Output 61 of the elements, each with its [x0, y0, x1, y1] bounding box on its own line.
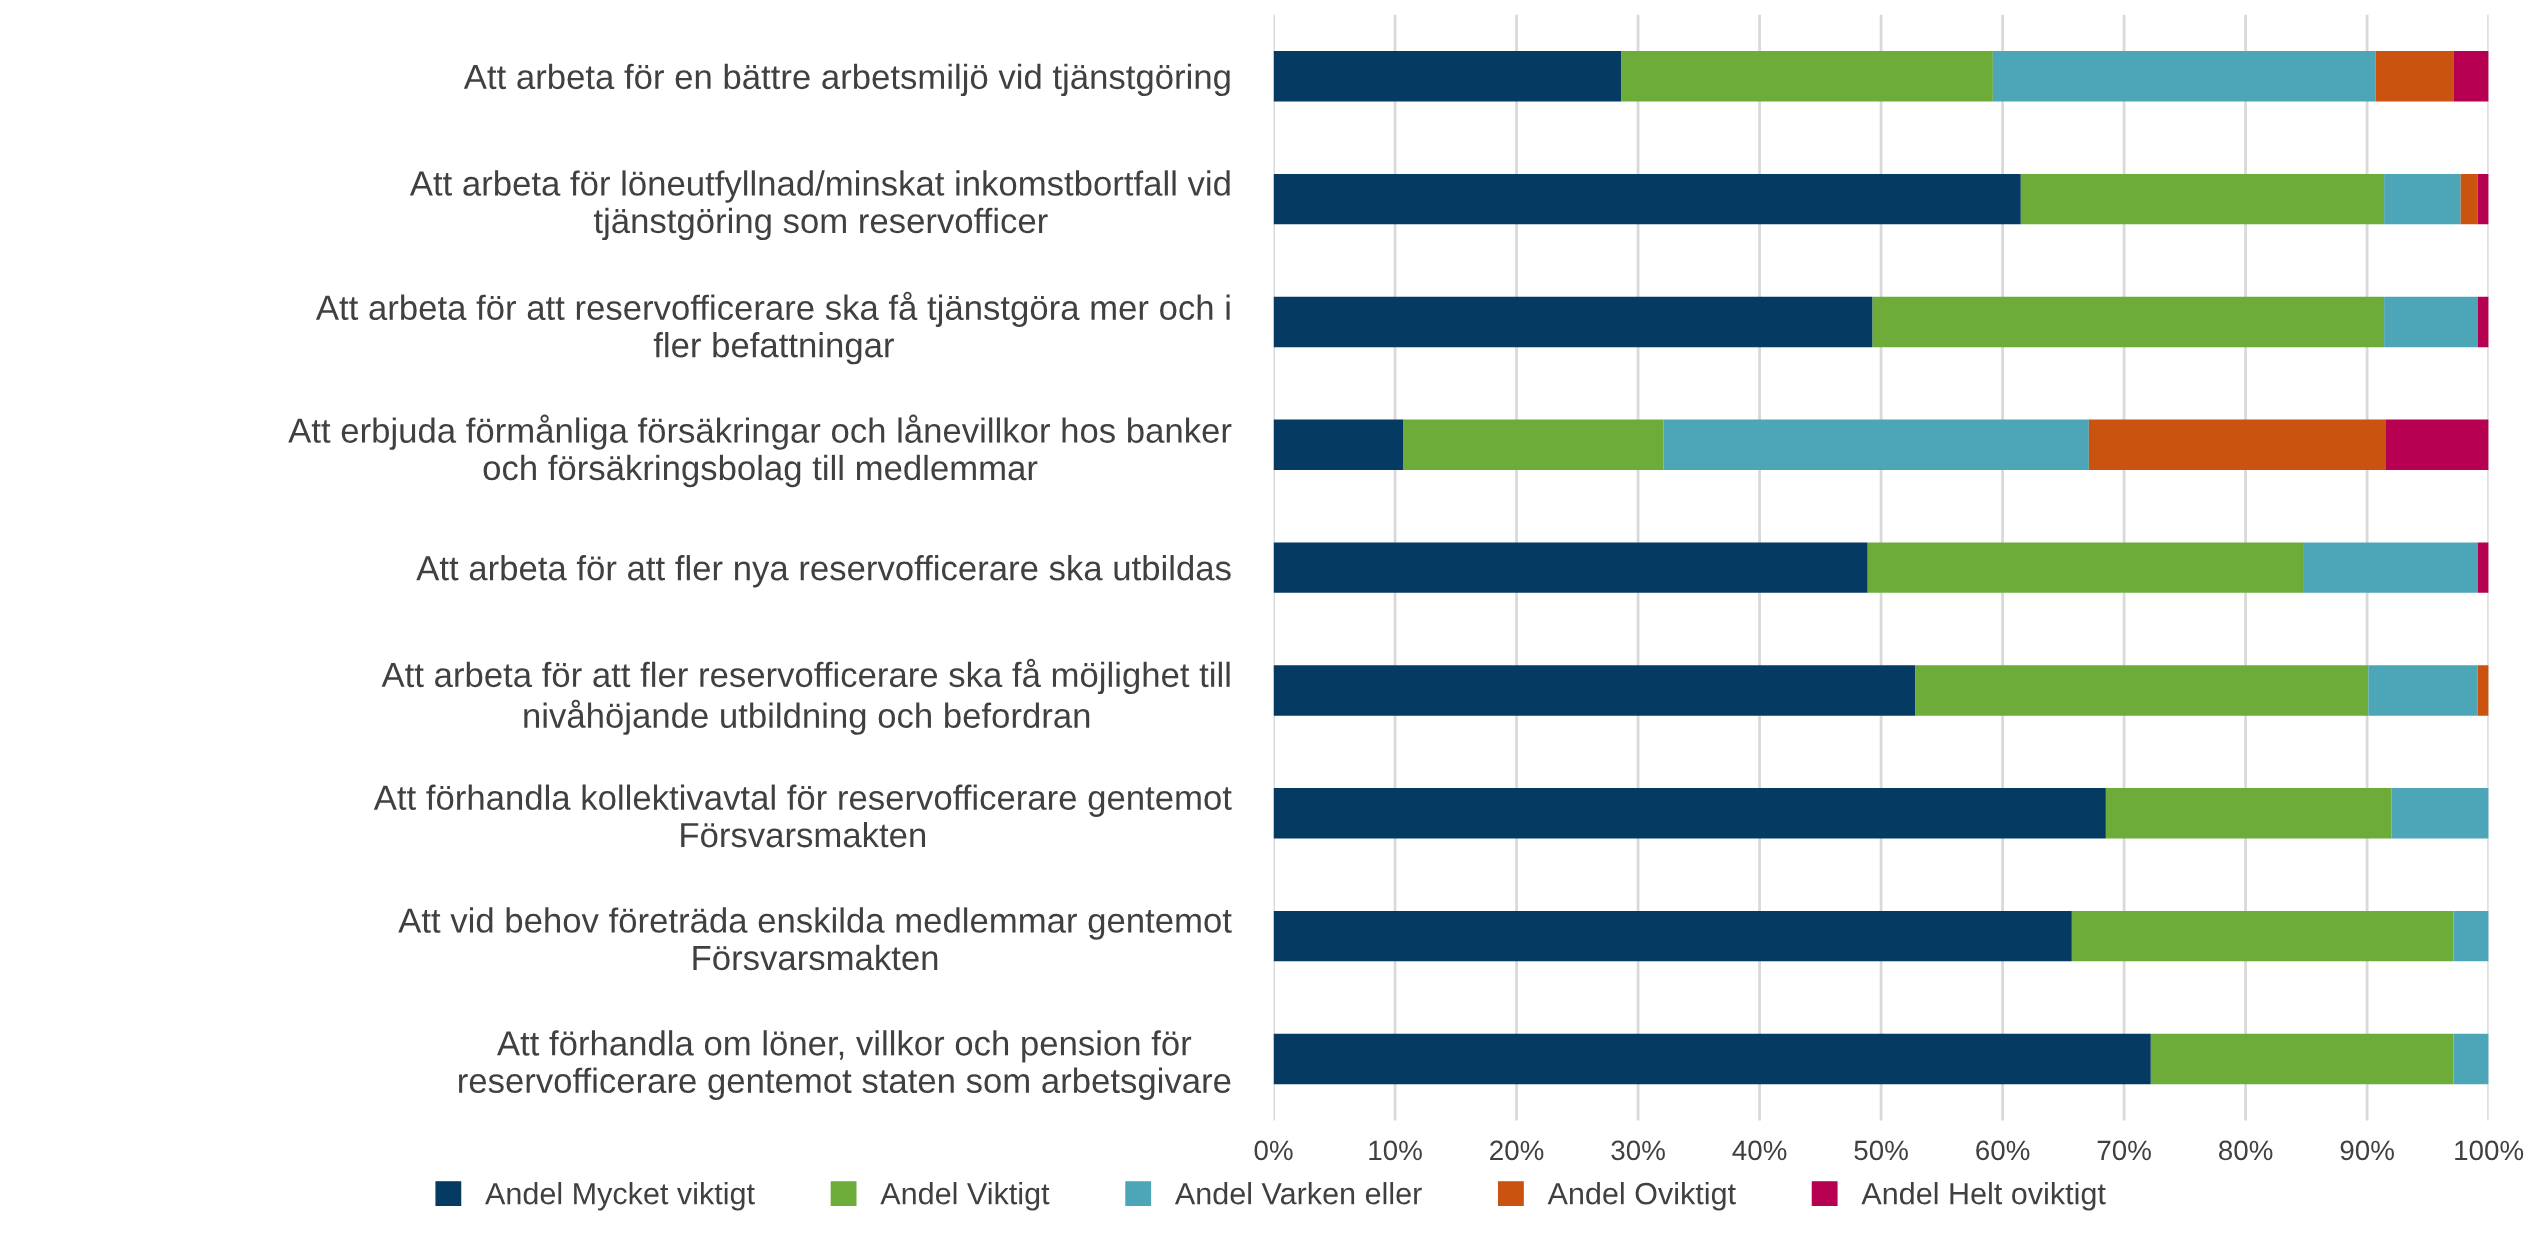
bar	[2105, 788, 2392, 839]
bar	[2150, 1033, 2454, 1085]
bar	[2384, 296, 2478, 348]
bar	[2477, 542, 2489, 593]
y-tick-label: Att vid behov företräda enskilda medlemmar gentemot Försvarsmakten	[398, 907, 1232, 971]
y-tick-label: Att arbeta för att fler nya reservofficerare ska utbildas	[416, 555, 1231, 588]
bar	[1867, 542, 2304, 593]
bar	[1273, 910, 2072, 962]
y-tick-label: Att arbeta för att reservofficerare ska få tjänstgöra mer och i fler befattningar	[315, 291, 1230, 365]
x-tick-label: 10%	[1369, 1140, 1422, 1161]
legend-label: Andel Viktigt	[880, 1182, 1050, 1211]
bar	[2453, 1033, 2489, 1085]
bar	[2453, 910, 2489, 962]
y-tick-label: Att förhandla kollektivavtal för reservofficerare gentemot Försvarsmakten	[373, 784, 1232, 848]
bar	[2071, 910, 2454, 962]
bar	[2375, 51, 2454, 102]
bar	[1872, 296, 2385, 348]
legend-label: Andel Helt oviktigt	[1861, 1182, 2106, 1211]
y-tick-label: Att erbjuda förmånliga försäkringar och lånevillkor hos banker och försäkringsbolag till medlemmar	[288, 414, 1232, 488]
bar	[2088, 419, 2386, 470]
x-tick-label: 80%	[2219, 1140, 2273, 1161]
bar	[1273, 173, 2021, 225]
bar	[1403, 419, 1664, 470]
bar	[1273, 51, 1622, 102]
x-tick-label: 90%	[2340, 1140, 2394, 1161]
legend-label: Andel Oviktigt	[1547, 1182, 1736, 1211]
bar	[2477, 665, 2489, 716]
bar	[2368, 665, 2478, 716]
x-tick-label: 70%	[2097, 1140, 2151, 1161]
bar	[2384, 173, 2461, 225]
x-tick-label: 30%	[1611, 1140, 1665, 1161]
bar	[1273, 788, 2106, 839]
bar	[1273, 665, 1916, 716]
legend-label: Andel Varken eller	[1174, 1182, 1422, 1205]
bar	[1273, 419, 1404, 470]
x-tick-label: 100%	[2455, 1140, 2524, 1161]
bar	[2460, 173, 2478, 225]
legend-label: Andel Mycket viktigt	[485, 1182, 755, 1211]
bar	[2020, 173, 2385, 225]
bar	[2477, 296, 2489, 348]
bar	[2453, 51, 2489, 102]
x-tick-label: 20%	[1490, 1140, 1544, 1161]
x-tick-label: 50%	[1854, 1140, 1908, 1161]
bar	[1915, 665, 2369, 716]
y-tick-label: Att arbeta för löneutfyllnad/minskat inkomstbortfall vid tjänstgöring som reservofficer	[409, 170, 1230, 241]
y-tick-label: Att arbeta för en bättre arbetsmiljö vid tjänstgöring	[463, 63, 1230, 97]
bar	[2477, 173, 2489, 225]
bar	[1992, 51, 2376, 102]
bar	[1273, 296, 1873, 348]
y-tick-label: Att arbeta för att fler reservofficerare ska få möjlighet till nivåhöjande utbildning och befordran	[381, 658, 1230, 735]
x-tick-label: 60%	[1976, 1140, 2030, 1161]
bar	[1273, 1033, 2151, 1085]
x-tick-label: 40%	[1732, 1140, 1787, 1161]
x-tick-label: 0%	[1254, 1140, 1293, 1161]
bar	[1663, 419, 2089, 470]
bar	[1273, 542, 1868, 593]
bar	[2303, 542, 2478, 593]
bar	[1621, 51, 1993, 102]
bar	[2385, 419, 2489, 470]
bar	[2391, 788, 2489, 839]
y-tick-label: Att förhandla om löner, villkor och pension för reservofficerare gentemot staten som arbetsgivare	[459, 1030, 1231, 1100]
